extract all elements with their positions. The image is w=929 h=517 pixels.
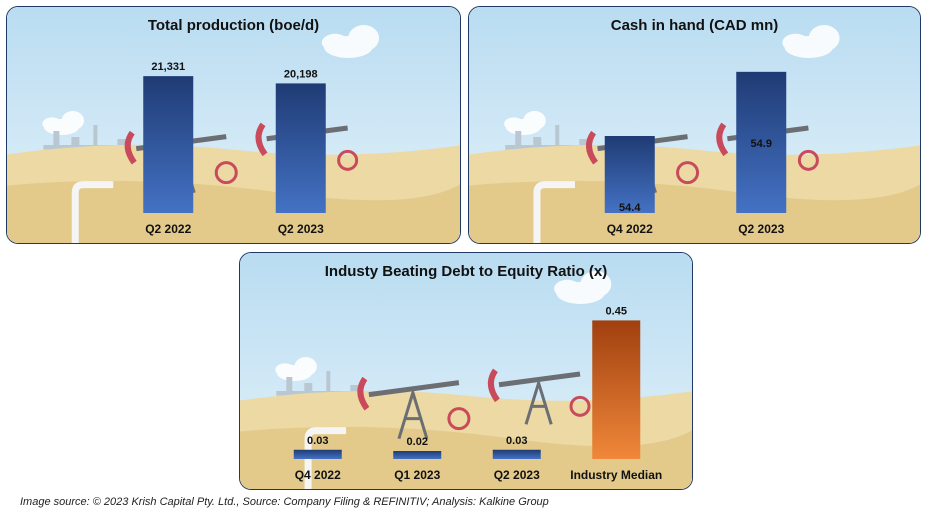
bar-chart: 0.03 Q4 2022 0.02 Q1 2023 0.03 Q2 2023 0.45 Ind… (293, 305, 662, 482)
category-label: Q1 2023 (394, 468, 440, 482)
category-label: Q2 2023 (738, 222, 784, 236)
category-label: Industry Median (570, 468, 662, 482)
bar (604, 136, 655, 213)
bar (592, 320, 641, 459)
chart-title: Industy Beating Debt to Equity Ratio (x) (324, 263, 608, 280)
debt-equity-chart-panel: Industy Beating Debt to Equity Ratio (x)… (239, 252, 693, 490)
bar (275, 83, 326, 213)
data-label: 0.03 (307, 435, 328, 447)
bar (492, 449, 541, 459)
pumpjack (487, 368, 591, 425)
data-label: 54.9 (751, 138, 772, 150)
source-caption: Image source: © 2023 Krish Capital Pty. … (20, 496, 549, 508)
pipe (304, 427, 347, 489)
data-label: 21,331 (151, 61, 185, 73)
data-label: 54.4 (619, 202, 641, 214)
cloud (782, 25, 840, 58)
category-label: Q2 2023 (494, 468, 540, 482)
bar (393, 451, 442, 459)
category-label: Q4 2022 (295, 468, 341, 482)
pipe (71, 181, 114, 243)
pumpjack (357, 376, 471, 440)
bar-chart: 21,331 Q2 2022 20,198 Q2 2023 (143, 61, 326, 236)
oilfield-background (469, 7, 920, 243)
pipe (533, 181, 575, 243)
data-label: 0.02 (407, 436, 428, 448)
category-label: Q4 2022 (607, 222, 653, 236)
desert-foreground (7, 180, 460, 243)
production-chart-panel: Total production (boe/d) 21,331 Q2 2022 20… (6, 6, 461, 244)
cloud (321, 25, 380, 58)
cloud (275, 357, 317, 381)
cloud (554, 271, 612, 304)
data-label: 0.45 (606, 305, 627, 317)
bar (293, 449, 342, 459)
category-label: Q2 2023 (278, 222, 324, 236)
category-label: Q2 2022 (145, 222, 191, 236)
cloud (504, 111, 546, 135)
data-label: 0.03 (506, 435, 527, 447)
cash-chart-panel: Cash in hand (CAD mn) 54.4 Q4 2022 54.9 Q2 … (468, 6, 921, 244)
desert-foreground (240, 426, 692, 489)
chart-title: Total production (boe/d) (147, 17, 320, 34)
data-label: 20,198 (284, 68, 318, 80)
bar (143, 76, 194, 213)
desert-foreground (469, 180, 920, 243)
chart-title: Cash in hand (CAD mn) (610, 17, 779, 34)
bar-chart: 54.4 Q4 2022 54.9 Q2 2023 (604, 71, 787, 236)
cloud (42, 111, 84, 135)
bar (736, 71, 787, 213)
